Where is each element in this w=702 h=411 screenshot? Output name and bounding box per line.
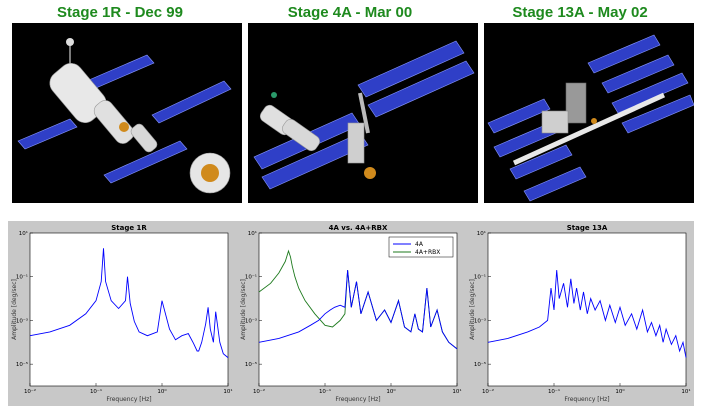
stage-4a-title: Stage 4A - Mar 00 xyxy=(287,4,413,21)
x-tick-label: 10⁰ xyxy=(157,388,167,395)
y-tick-label: 10¹ xyxy=(248,230,257,237)
iss-stage-13a-illustration xyxy=(487,34,694,202)
frequency-response-panel: Stage 1R 10⁻² 10⁻¹ 10⁰ 10¹ 10¹ 10⁻¹ 10⁻³ 10⁻⁵ Fre… xyxy=(8,221,694,406)
stage-13a-plot: Stage 13A 10⁻² 10⁻¹ 10⁰ 10¹ 10¹ 10⁻¹ 10⁻³ 10⁻⁵ Fr… xyxy=(469,224,691,403)
x-axis-label: Frequency [Hz] xyxy=(564,396,609,403)
y-tick-label: 10⁻³ xyxy=(474,317,486,324)
x-tick-label: 10⁻¹ xyxy=(90,388,102,395)
y-tick-label: 10⁻⁵ xyxy=(474,361,486,368)
x-tick-label: 10⁻¹ xyxy=(548,388,560,395)
plot-title: 4A vs. 4A+RBX xyxy=(329,224,388,232)
y-axis-label: Amplitude [deg/sec] xyxy=(11,279,18,340)
y-tick-label: 10⁻³ xyxy=(245,317,257,324)
legend-label: 4A+RBX xyxy=(415,249,440,256)
series-line-0 xyxy=(29,248,229,358)
x-tick-label: 10⁻² xyxy=(253,388,265,395)
y-tick-label: 10⁻³ xyxy=(16,317,28,324)
series-line-0 xyxy=(487,270,687,358)
y-tick-label: 10⁻¹ xyxy=(245,274,257,281)
plot-title: Stage 13A xyxy=(567,224,608,232)
y-tick-label: 10⁻⁵ xyxy=(16,361,28,368)
4a-vs-rbx-plot: 4A vs. 4A+RBX 10⁻² 10⁻¹ 10⁰ 10¹ 10¹ 10⁻¹ 10⁻³ 10… xyxy=(240,224,462,403)
y-tick-label: 10¹ xyxy=(19,230,28,237)
x-tick-label: 10¹ xyxy=(452,388,461,395)
x-tick-label: 10¹ xyxy=(223,388,232,395)
iss-stage-4a-illustration xyxy=(253,40,475,190)
plot-area xyxy=(258,232,458,387)
iss-stage-1r-illustration xyxy=(17,38,232,194)
stage-13a-render xyxy=(484,23,694,203)
x-tick-label: 10⁻² xyxy=(482,388,494,395)
stage-1r-title: Stage 1R - Dec 99 xyxy=(57,4,183,21)
series-line-4a xyxy=(258,270,458,350)
x-tick-label: 10⁻² xyxy=(24,388,36,395)
y-tick-label: 10¹ xyxy=(477,230,486,237)
stage-13a-title: Stage 13A - May 02 xyxy=(512,4,648,21)
x-axis-label: Frequency [Hz] xyxy=(106,396,151,403)
x-axis-label: Frequency [Hz] xyxy=(335,396,380,403)
legend-label: 4A xyxy=(415,241,424,248)
x-tick-label: 10⁰ xyxy=(615,388,625,395)
stage-1r-plot: Stage 1R 10⁻² 10⁻¹ 10⁰ 10¹ 10¹ 10⁻¹ 10⁻³ 10⁻⁵ Fre… xyxy=(11,224,233,403)
x-tick-label: 10⁻¹ xyxy=(319,388,331,395)
y-tick-label: 10⁻⁵ xyxy=(245,361,257,368)
x-tick-label: 10⁰ xyxy=(386,388,396,395)
y-axis-label: Amplitude [deg/sec] xyxy=(240,279,247,340)
stage-4a-render xyxy=(248,23,478,203)
stage-1r-render xyxy=(12,23,242,203)
y-tick-label: 10⁻¹ xyxy=(16,274,28,281)
x-tick-label: 10¹ xyxy=(681,388,690,395)
plot-area xyxy=(29,232,229,387)
plot-title: Stage 1R xyxy=(111,224,147,232)
y-axis-label: Amplitude [deg/sec] xyxy=(469,279,476,340)
y-tick-label: 10⁻¹ xyxy=(474,274,486,281)
